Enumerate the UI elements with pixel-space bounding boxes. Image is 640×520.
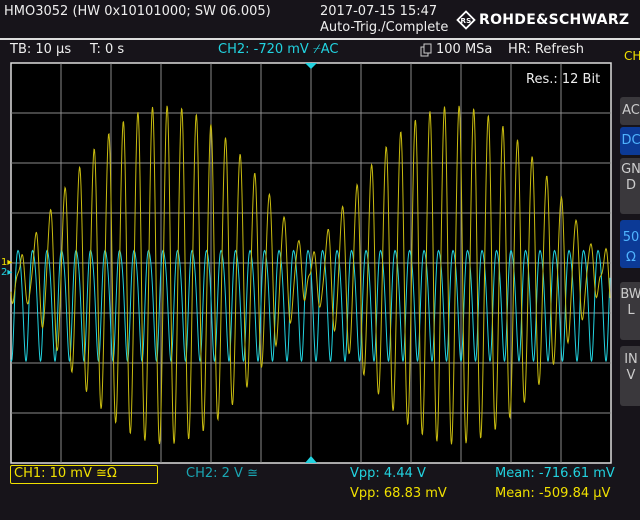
waveform-display[interactable]	[10, 62, 612, 464]
acquisition-mode[interactable]: HR: Refresh	[508, 42, 585, 57]
graticule-grid	[11, 63, 611, 463]
coupling-gnd-button[interactable]: GND	[620, 158, 640, 214]
side-menu-channel: CH1	[624, 49, 640, 63]
resolution: Res.: 12 Bit	[526, 72, 601, 87]
header-divider	[0, 38, 640, 40]
invert-button[interactable]: INV	[620, 346, 640, 406]
ch2-mean: Mean: -716.61 mV	[495, 466, 615, 481]
trigger-status: Auto-Trig./Complete	[320, 20, 449, 35]
svg-text:RS: RS	[460, 17, 471, 25]
ch1-setting[interactable]: CH1: 10 mV ≅Ω	[14, 466, 117, 481]
coupling-dc-button[interactable]: DC	[620, 127, 640, 155]
memory-icon	[420, 43, 432, 56]
ch1-vpp: Vpp: 68.83 mV	[350, 486, 447, 501]
trigger-time[interactable]: T: 0 s	[90, 42, 125, 57]
sample-rate[interactable]: 100 MSa	[420, 42, 492, 57]
sample-rate-value: 100 MSa	[436, 42, 493, 57]
ch1-mean: Mean: -509.84 µV	[495, 486, 611, 501]
rs-logo-icon: RS	[456, 10, 476, 30]
timebase[interactable]: TB: 10 µs	[10, 42, 72, 57]
ch2-waveform	[10, 249, 611, 362]
trigger-position-marker[interactable]	[305, 63, 317, 69]
impedance-50-ohm-button[interactable]: 50 Ω	[620, 220, 640, 268]
ch2-setting[interactable]: CH2: 2 V ≅	[186, 466, 258, 481]
brand-name: ROHDE&SCHWARZ	[479, 11, 630, 28]
trigger-source[interactable]: CH2: -720 mV ⌿AC	[218, 42, 339, 57]
ch1-setting-box[interactable]	[10, 465, 158, 484]
ch2-ground-marker[interactable]: 2▸	[1, 267, 13, 278]
brand-logo: RS ROHDE&SCHWARZ	[456, 10, 629, 30]
coupling-ac-button[interactable]: AC	[620, 97, 640, 125]
bandwidth-limit-button[interactable]: BWL	[620, 282, 640, 340]
datetime: 2017-07-15 15:47	[320, 4, 438, 19]
trigger-position-marker-bottom[interactable]	[305, 456, 317, 463]
device-title: HMO3052 (HW 0x10101000; SW 06.005)	[4, 4, 271, 19]
ch2-vpp: Vpp: 4.44 V	[350, 466, 426, 481]
ch1-waveform	[10, 105, 611, 445]
ch1-ground-marker[interactable]: 1▸	[1, 257, 13, 268]
